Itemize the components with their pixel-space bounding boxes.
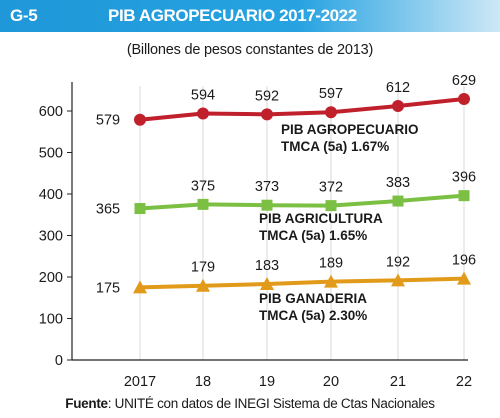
- y-tick-label: 600: [39, 104, 63, 120]
- marker-agropecuario: [392, 100, 404, 113]
- series-line-ganaderia: [138, 276, 466, 290]
- marker-agropecuario: [458, 92, 470, 105]
- marker-ganaderia: [133, 280, 147, 294]
- data-label-agricultura: 373: [255, 179, 279, 195]
- marker-agricultura: [392, 195, 404, 207]
- series-line-agricultura: [138, 193, 466, 211]
- data-label-ganaderia: 189: [319, 256, 343, 272]
- y-tick-label: 100: [39, 312, 63, 328]
- marker-ganaderia: [196, 278, 210, 292]
- data-label-agricultura: 396: [452, 170, 476, 186]
- x-tick-label: 2017: [124, 374, 156, 390]
- data-label-agricultura: 365: [96, 202, 120, 218]
- x-tick-label: 19: [259, 374, 275, 390]
- y-tick-label: 500: [39, 146, 63, 162]
- data-label-agropecuario: 592: [255, 88, 279, 104]
- data-label-ganaderia: 196: [452, 253, 476, 269]
- series-name-agropecuario: PIB AGROPECUARIO: [281, 122, 419, 137]
- data-label-ganaderia: 183: [255, 258, 279, 274]
- marker-agricultura: [134, 203, 146, 215]
- marker-agropecuario: [261, 108, 273, 121]
- y-tick-label: 200: [39, 270, 63, 286]
- figure-id: G-5: [10, 6, 38, 25]
- data-label-agricultura: 383: [386, 175, 410, 191]
- data-label-agropecuario: 597: [319, 86, 343, 102]
- marker-agricultura: [458, 190, 470, 202]
- data-label-ganaderia: 179: [191, 260, 215, 276]
- y-tick-label: 400: [39, 187, 63, 203]
- data-label-agropecuario: 594: [191, 87, 215, 103]
- x-tick-label: 22: [456, 374, 472, 390]
- marker-agricultura: [261, 199, 273, 211]
- marker-ganaderia: [324, 274, 338, 288]
- source-label: Fuente: [65, 396, 108, 411]
- series-name-agricultura: PIB AGRICULTURA: [259, 211, 383, 226]
- marker-agropecuario: [134, 113, 146, 126]
- data-label-agricultura: 372: [319, 180, 343, 196]
- data-label-agricultura: 375: [191, 178, 215, 194]
- marker-ganaderia: [391, 273, 405, 287]
- series-note-agropecuario: TMCA (5a) 1.67%: [281, 139, 389, 154]
- y-tick-label: 300: [39, 229, 63, 245]
- x-tick-label: 20: [323, 374, 339, 390]
- x-tick-label: 21: [390, 374, 406, 390]
- series-name-ganaderia: PIB GANADERIA: [259, 291, 367, 306]
- series-note-ganaderia: TMCA (5a) 2.30%: [259, 308, 367, 323]
- marker-agropecuario: [325, 106, 337, 119]
- series-note-agricultura: TMCA (5a) 1.65%: [259, 228, 367, 243]
- source-note: Fuente: UNITÉ con datos de INEGI Sistema…: [0, 396, 500, 411]
- y-tick-label: 0: [55, 353, 63, 369]
- x-tick-label: 18: [195, 374, 211, 390]
- data-label-ganaderia: 192: [386, 254, 410, 270]
- marker-ganaderia: [260, 277, 274, 291]
- chart-title: PIB AGROPECUARIO 2017-2022: [108, 6, 357, 25]
- marker-agricultura: [325, 200, 337, 212]
- data-label-agropecuario: 579: [96, 113, 120, 129]
- data-label-agropecuario: 612: [386, 80, 410, 96]
- data-label-ganaderia: 175: [96, 280, 120, 296]
- marker-agricultura: [197, 198, 209, 210]
- data-label-agropecuario: 629: [452, 73, 476, 89]
- series-line-agropecuario: [138, 96, 466, 122]
- marker-agropecuario: [197, 107, 209, 120]
- source-text: : UNITÉ con datos de INEGI Sistema de Ct…: [107, 396, 435, 411]
- marker-ganaderia: [457, 271, 471, 285]
- title-banner: G-5 PIB AGROPECUARIO 2017-2022: [0, 0, 500, 32]
- chart-subtitle: (Billones de pesos constantes de 2013): [126, 42, 374, 58]
